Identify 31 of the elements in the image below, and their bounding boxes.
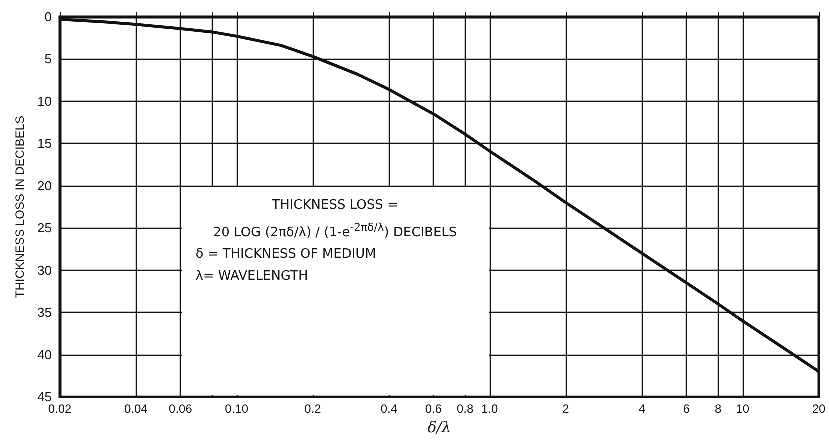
x-tick-label: 0.02: [48, 402, 72, 416]
y-tick-label: 35: [38, 305, 52, 320]
x-tick-label: 20: [812, 402, 826, 416]
x-tick-label: 0.2: [304, 402, 322, 416]
annotation: δ = THICKNESS OF MEDIUM: [194, 246, 378, 264]
x-tick-label: 2: [562, 402, 570, 416]
y-tick-label: 5: [44, 52, 52, 67]
annotation: THICKNESS LOSS =: [271, 196, 400, 215]
y-tick-label: 20: [38, 178, 52, 194]
x-tick-label: 10: [736, 402, 750, 416]
x-tick-label: 0.4: [380, 402, 398, 416]
y-tick-label: 40: [38, 347, 52, 362]
x-tick-label: 8: [714, 402, 722, 416]
y-axis-title: THICKNESS LOSS IN DECIBELS: [13, 116, 27, 298]
y-tick-label: 25: [38, 220, 52, 236]
x-axis-title: δ/λ: [428, 418, 452, 436]
annotation: λ= WAVELENGTH: [194, 268, 310, 286]
y-tick-label: 0: [44, 10, 52, 24]
x-tick-label: 0.10: [225, 402, 249, 416]
annotation: 20 LOG (2πδ/λ) / (1-e$^{-2πδ/λ}$) DECIBELS: [212, 220, 458, 242]
x-tick-label: 4: [638, 402, 646, 416]
y-tick-label: 30: [38, 262, 52, 278]
y-tick-label: 10: [38, 94, 52, 109]
y-tick-label: 15: [38, 136, 52, 152]
x-tick-label: 0.8: [456, 402, 474, 416]
x-tick-label: 1.0: [481, 402, 499, 416]
y-tick-label: 45: [38, 390, 52, 405]
x-tick-label: 0.06: [169, 402, 193, 416]
x-tick-label: 0.04: [124, 402, 148, 416]
x-tick-label: 6: [683, 402, 690, 416]
x-tick-label: 0.6: [425, 402, 442, 416]
